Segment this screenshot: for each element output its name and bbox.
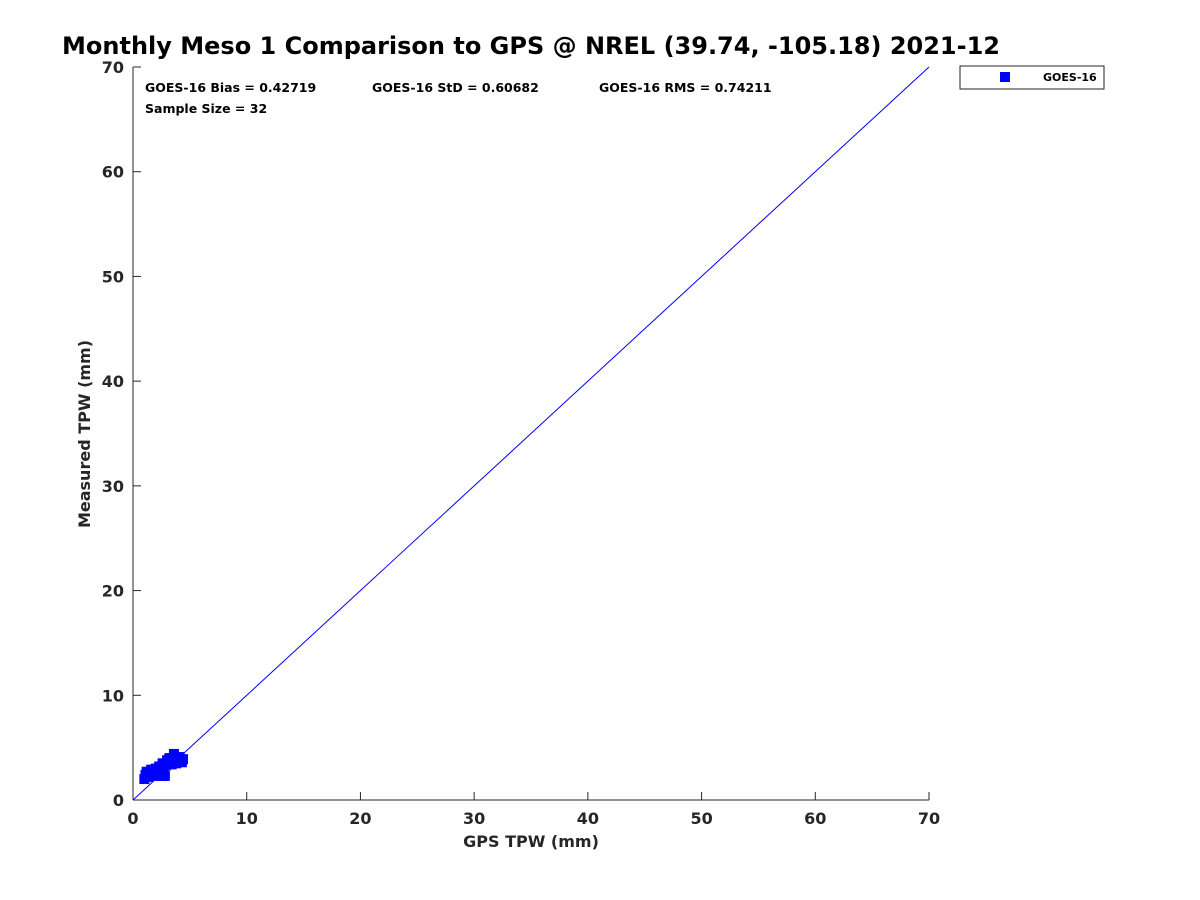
x-tick-label: 20 xyxy=(349,809,371,828)
x-tick-label: 40 xyxy=(577,809,599,828)
sample-size-stat: Sample Size = 32 xyxy=(145,101,267,116)
legend-marker-square xyxy=(1000,72,1010,82)
y-tick-label: 40 xyxy=(102,372,124,391)
legend: GOES-16 xyxy=(959,65,1105,90)
x-tick-label: 60 xyxy=(804,809,826,828)
y-ticks: 0 10 20 30 40 50 60 70 xyxy=(102,58,141,810)
chart-title: Monthly Meso 1 Comparison to GPS @ NREL … xyxy=(62,32,1000,60)
y-tick-label: 30 xyxy=(102,477,124,496)
y-axis-label: Measured TPW (mm) xyxy=(75,340,94,528)
one-to-one-line xyxy=(132,66,930,801)
y-tick-label: 10 xyxy=(102,686,124,705)
x-tick-label: 10 xyxy=(236,809,258,828)
bias-stat: GOES-16 Bias = 0.42719 xyxy=(145,80,316,95)
x-ticks: 0 10 20 30 40 50 60 70 xyxy=(127,792,940,828)
goes16-points xyxy=(139,748,189,785)
x-tick-label: 0 xyxy=(127,809,138,828)
std-stat: GOES-16 StD = 0.60682 xyxy=(372,80,539,95)
y-tick-label: 50 xyxy=(102,267,124,286)
plot-area: 0 10 20 30 40 50 60 70 0 10 20 30 40 50 60 70 xyxy=(102,58,940,828)
y-tick-label: 70 xyxy=(102,58,124,77)
legend-label-goes16: GOES-16 xyxy=(1043,71,1097,84)
x-axis-label: GPS TPW (mm) xyxy=(463,832,599,851)
x-tick-label: 70 xyxy=(918,809,940,828)
data-point xyxy=(178,754,189,765)
y-tick-label: 20 xyxy=(102,582,124,601)
x-tick-label: 50 xyxy=(690,809,712,828)
rms-stat: GOES-16 RMS = 0.74211 xyxy=(599,80,772,95)
x-tick-label: 30 xyxy=(463,809,485,828)
y-tick-label: 60 xyxy=(102,163,124,182)
y-tick-label: 0 xyxy=(113,791,124,810)
legend-box xyxy=(959,65,1105,90)
data-point xyxy=(159,770,170,781)
